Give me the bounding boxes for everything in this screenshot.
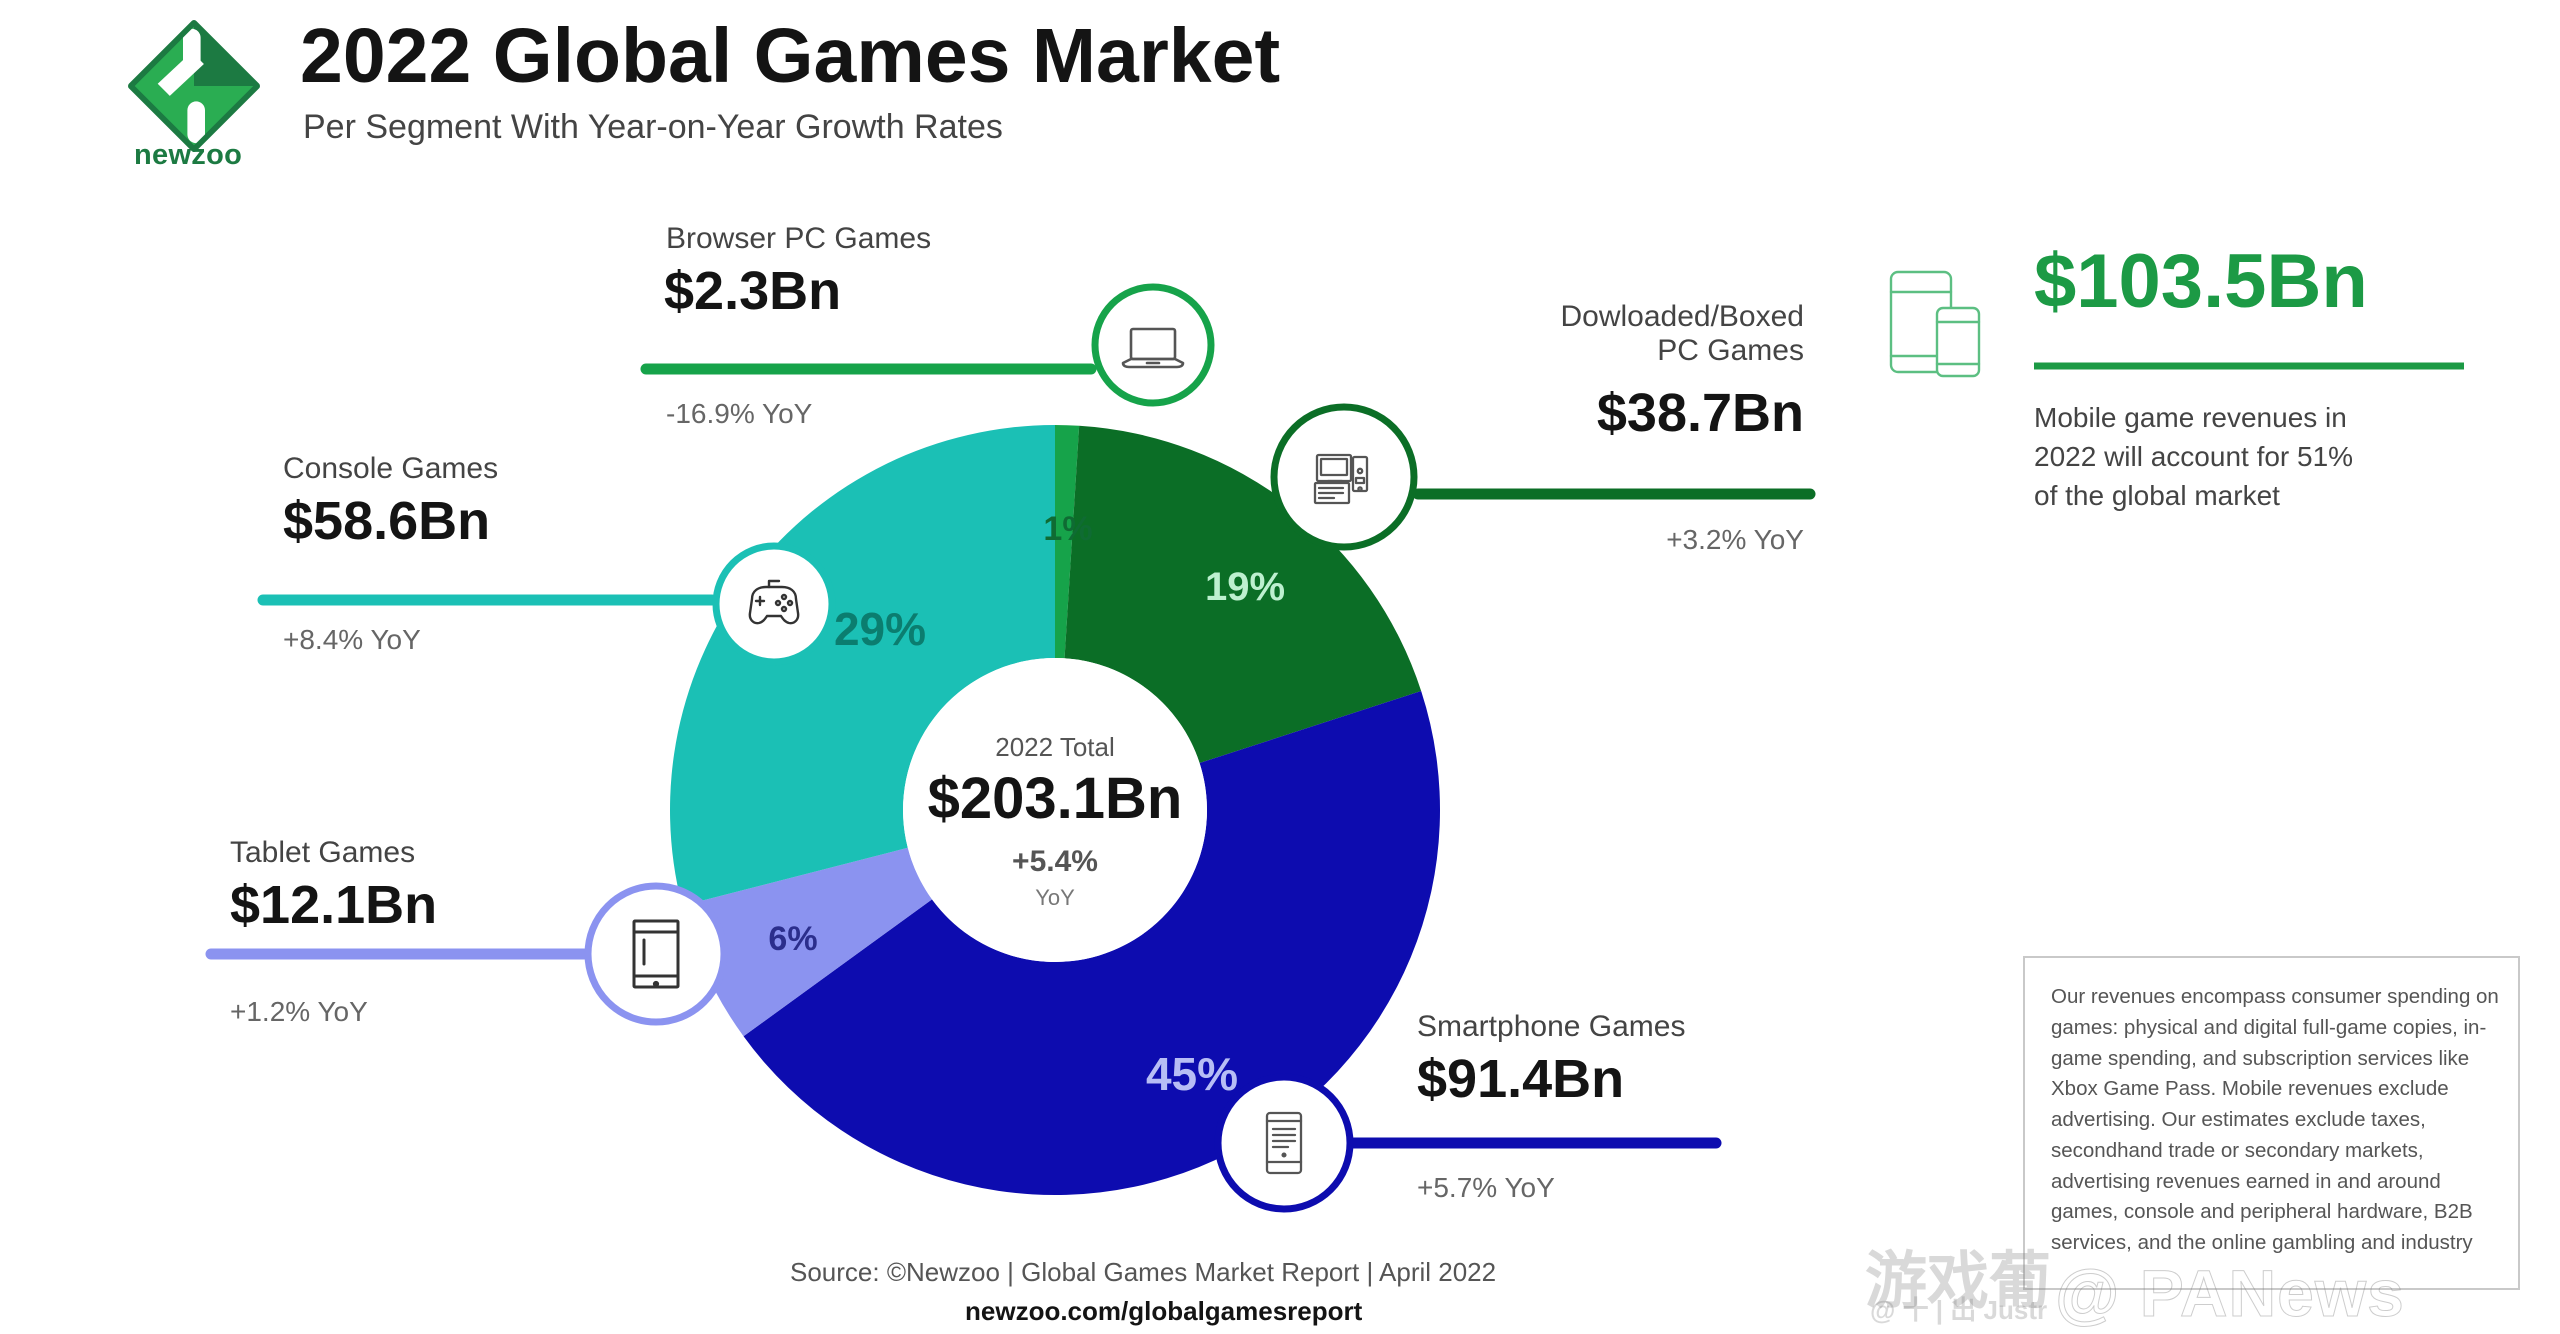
- svg-text:19%: 19%: [1205, 565, 1285, 609]
- svg-text:1%: 1%: [1043, 510, 1092, 548]
- svg-text:6%: 6%: [768, 920, 817, 958]
- svg-text:29%: 29%: [834, 603, 926, 655]
